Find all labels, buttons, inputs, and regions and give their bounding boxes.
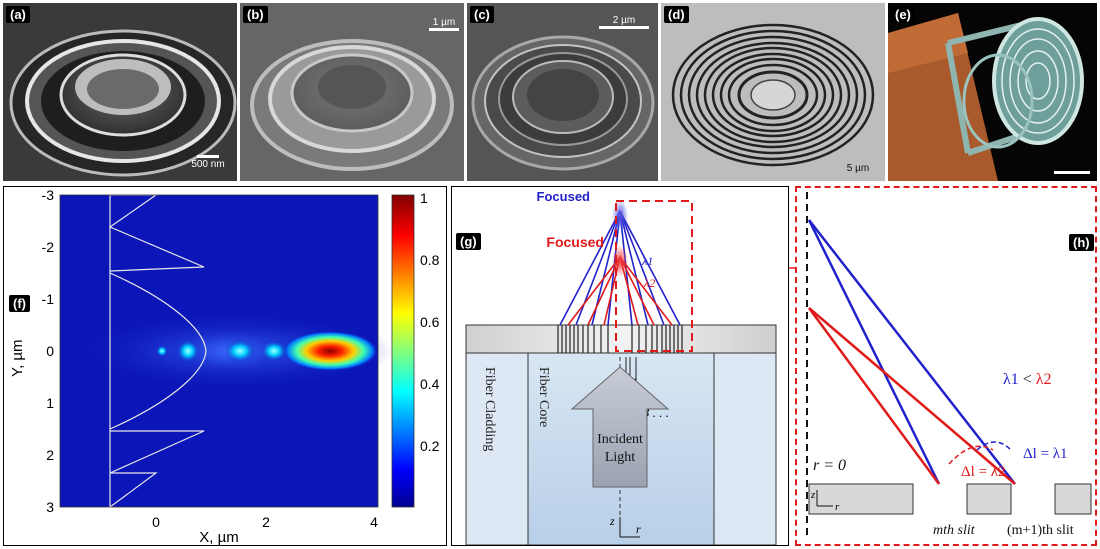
- scale-label-a: 500 nm: [191, 159, 225, 170]
- delta-l-lambda1-label: Δl = λ1: [1023, 446, 1068, 462]
- sem-image-a: (a) 500 nm: [3, 3, 237, 181]
- colorbar-tick: 1: [420, 190, 428, 206]
- metal-film: [465, 324, 777, 354]
- panel-label-e: (e): [891, 6, 915, 23]
- axes-icon-h: [816, 490, 833, 507]
- heatmap-chart: -3 -2 -1 0 1 2 3 Y, µm 0 2 4 X, µm 1 0.8…: [9, 187, 440, 545]
- axis-z-label: z: [609, 514, 615, 528]
- incident-light-arrow: [570, 366, 670, 488]
- ytick: 3: [46, 499, 54, 515]
- axis-r-label-h: r: [835, 501, 840, 513]
- ytick: 0: [46, 343, 54, 359]
- colorbar-tick: 0.8: [420, 252, 440, 268]
- colorbar-tick: 0.6: [420, 314, 440, 330]
- panel-f-heatmap: (f): [3, 186, 447, 546]
- incident-label-2: Light: [605, 450, 635, 465]
- incident-label-1: Incident: [597, 432, 643, 447]
- r-zero-label: r = 0: [813, 457, 846, 474]
- xtick: 2: [262, 514, 270, 530]
- panel-label-b: (b): [243, 6, 268, 23]
- core-label: Fiber Core: [536, 367, 551, 427]
- relation-less-than: <: [1019, 371, 1036, 388]
- xtick: 0: [152, 514, 160, 530]
- zoom-region-box: [615, 200, 693, 352]
- wavelength-relation: λ1 < λ2: [1003, 371, 1052, 388]
- relation-lambda2: λ2: [1036, 371, 1052, 388]
- lambda2-label: λ2: [643, 276, 655, 290]
- scale-label-b: 1 µm: [432, 17, 456, 28]
- panel-g-schematic: (g): [451, 186, 789, 546]
- scale-bar-b: 1 µm: [426, 17, 462, 31]
- colorbar: [391, 194, 415, 508]
- panel-label-c: (c): [470, 6, 494, 23]
- sem-image-e: (e): [888, 3, 1097, 181]
- focused-red-label: Focused: [546, 234, 604, 250]
- sem-dome-structure: [240, 3, 464, 181]
- ytick: -2: [42, 239, 55, 255]
- colorbar-tick: 0.2: [420, 438, 440, 454]
- scale-label-c: 2 µm: [612, 15, 636, 26]
- ytick: 2: [46, 447, 54, 463]
- ytick: -1: [42, 291, 55, 307]
- fiber-tip-lens-render: [888, 3, 1097, 181]
- blue-rays: [807, 219, 1016, 485]
- sem-ring-structure: [3, 3, 237, 181]
- focused-blue-label: Focused: [537, 189, 591, 204]
- sem-fresnel-rings: [661, 3, 885, 181]
- scale-bar-c: 2 µm: [597, 15, 651, 29]
- m-slit-label: mth slit: [933, 523, 976, 538]
- panel-label-a: (a): [6, 6, 30, 23]
- y-axis-label: Y, µm: [9, 339, 26, 377]
- metal-film-slab: [808, 483, 1092, 515]
- phase-condition-diagram: λ1 < λ2 r = 0 Δl = λ1 Δl = λ2 mth slit (…: [806, 192, 1092, 540]
- panel-label-f: (f): [9, 295, 30, 312]
- ytick: -3: [42, 187, 55, 203]
- xtick: 4: [370, 514, 378, 530]
- focal-spot: [282, 331, 378, 371]
- sem-image-b: (b) 1 µm: [240, 3, 464, 181]
- panel-label-d: (d): [664, 6, 689, 23]
- sem-image-d: (d) 5 µm: [661, 3, 885, 181]
- ytick: 1: [46, 395, 54, 411]
- cladding-label: Fiber Cladding: [482, 367, 497, 451]
- slit-array: [557, 325, 683, 353]
- colorbar-tick: 0.4: [420, 376, 440, 392]
- m-plus-1-slit-label: (m+1)th slit: [1007, 523, 1074, 538]
- panel-label-g: (g): [456, 233, 481, 250]
- scale-label-d: 5 µm: [846, 163, 870, 174]
- axes-icon: [619, 517, 640, 538]
- sem-image-c: (c) 2 µm: [467, 3, 658, 181]
- x-axis-label: X, µm: [199, 529, 238, 545]
- panel-h-zoom: (h) λ1 < λ2 r = 0 Δl = λ1 Δl = λ2 mth sl…: [795, 186, 1097, 546]
- lambda1-label: λ1: [641, 254, 653, 268]
- relation-lambda1: λ1: [1003, 371, 1019, 388]
- panel-label-h: (h): [1069, 234, 1094, 251]
- fiber-lens-diagram: r1 r2 r3 . . . Incident Light Fiber Clad…: [465, 189, 777, 545]
- sem-concentric-dome: [467, 3, 658, 181]
- axis-r-label: r: [636, 522, 641, 536]
- delta-l-lambda2-label: Δl = λ2: [961, 464, 1006, 480]
- scale-bar-a: 500 nm: [185, 155, 231, 170]
- scale-bar-d: 5 µm: [837, 163, 879, 174]
- axis-z-label-h: z: [810, 489, 816, 501]
- red-rays: [807, 307, 1016, 485]
